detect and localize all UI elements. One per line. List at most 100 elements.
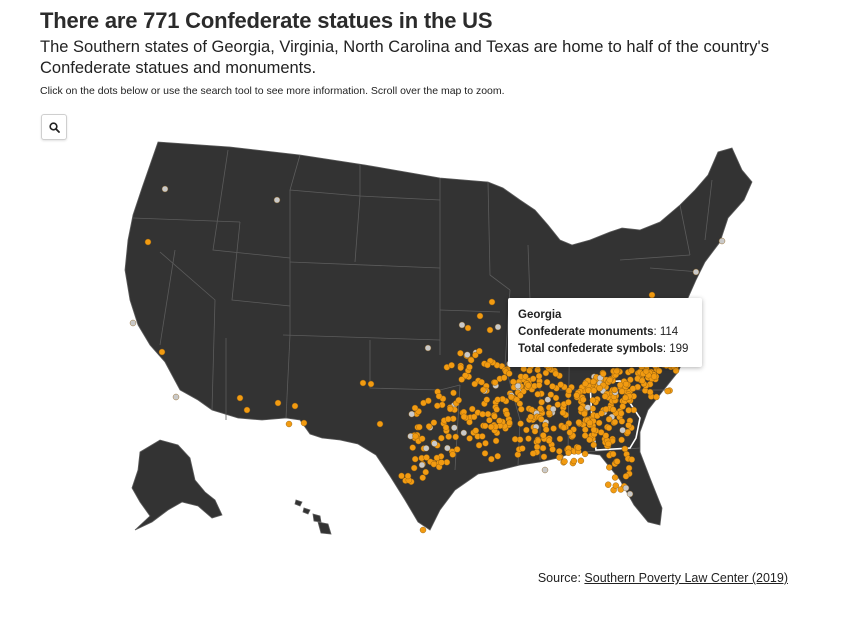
monument-marker[interactable] <box>575 444 582 451</box>
monument-marker[interactable] <box>501 374 508 381</box>
monument-marker[interactable] <box>398 472 405 480</box>
monument-marker[interactable] <box>408 410 415 418</box>
monument-marker[interactable] <box>158 348 166 356</box>
monument-marker[interactable] <box>471 380 478 388</box>
monument-marker[interactable] <box>411 404 419 412</box>
monument-marker[interactable] <box>416 423 423 431</box>
monument-marker[interactable] <box>556 454 563 461</box>
monument-marker[interactable] <box>486 326 494 334</box>
monument-marker[interactable] <box>581 450 589 458</box>
monument-marker[interactable] <box>508 393 515 401</box>
monument-marker[interactable] <box>589 397 596 404</box>
monument-marker[interactable] <box>582 380 589 387</box>
monument-marker[interactable] <box>404 472 412 480</box>
monument-marker[interactable] <box>534 391 541 398</box>
monument-marker[interactable] <box>545 437 553 444</box>
monument-marker[interactable] <box>422 468 429 476</box>
monument-marker[interactable] <box>610 450 617 458</box>
monument-marker[interactable] <box>577 405 585 412</box>
monument-marker[interactable] <box>550 405 557 413</box>
monument-marker[interactable] <box>418 461 426 469</box>
monument-marker[interactable] <box>611 386 618 393</box>
monument-marker[interactable] <box>552 394 560 402</box>
monument-marker[interactable] <box>527 413 534 421</box>
monument-marker[interactable] <box>511 436 519 443</box>
monument-marker[interactable] <box>450 389 457 397</box>
monument-marker[interactable] <box>622 473 630 480</box>
monument-marker[interactable] <box>627 376 634 383</box>
monument-marker[interactable] <box>625 464 633 472</box>
monument-marker[interactable] <box>629 385 637 392</box>
monument-marker[interactable] <box>359 379 367 387</box>
monument-marker[interactable] <box>556 435 564 443</box>
monument-marker[interactable] <box>460 413 468 420</box>
monument-marker[interactable] <box>488 455 495 463</box>
monument-marker[interactable] <box>419 526 427 534</box>
monument-marker[interactable] <box>471 413 478 421</box>
monument-marker[interactable] <box>556 448 563 455</box>
monument-marker[interactable] <box>598 410 605 417</box>
monument-marker[interactable] <box>647 388 654 396</box>
monument-marker[interactable] <box>549 446 556 453</box>
monument-marker[interactable] <box>458 376 465 383</box>
monument-marker[interactable] <box>457 350 464 357</box>
monument-marker[interactable] <box>488 298 496 306</box>
monument-marker[interactable] <box>409 444 416 451</box>
monument-marker[interactable] <box>619 427 626 434</box>
monument-marker[interactable] <box>626 490 634 498</box>
monument-marker[interactable] <box>530 375 537 382</box>
monument-marker[interactable] <box>480 386 487 394</box>
monument-marker[interactable] <box>476 312 484 320</box>
monument-marker[interactable] <box>625 407 632 414</box>
monument-marker[interactable] <box>628 456 635 463</box>
monument-marker[interactable] <box>243 406 251 414</box>
monument-marker[interactable] <box>529 450 537 457</box>
monument-marker[interactable] <box>486 417 493 424</box>
monument-marker[interactable] <box>423 454 430 461</box>
monument-marker[interactable] <box>514 451 521 458</box>
monument-marker[interactable] <box>543 426 550 433</box>
monument-marker[interactable] <box>493 406 500 413</box>
monument-marker[interactable] <box>600 370 607 377</box>
monument-marker[interactable] <box>503 411 511 418</box>
monument-marker[interactable] <box>492 437 500 445</box>
monument-marker[interactable] <box>534 437 542 444</box>
monument-marker[interactable] <box>540 432 547 439</box>
monument-marker[interactable] <box>514 382 522 390</box>
monument-marker[interactable] <box>590 426 598 433</box>
monument-marker[interactable] <box>412 433 419 440</box>
monument-marker[interactable] <box>590 441 597 449</box>
monument-marker[interactable] <box>565 449 572 456</box>
monument-marker[interactable] <box>560 424 568 431</box>
source-link[interactable]: Southern Poverty Law Center (2019) <box>584 571 788 585</box>
monument-marker[interactable] <box>602 432 610 439</box>
monument-marker[interactable] <box>431 440 438 447</box>
monument-marker[interactable] <box>445 433 452 440</box>
search-button[interactable] <box>41 114 67 140</box>
monument-marker[interactable] <box>452 433 459 441</box>
monument-marker[interactable] <box>412 455 419 463</box>
monument-marker[interactable] <box>596 419 603 427</box>
monument-marker[interactable] <box>601 393 609 400</box>
monument-marker[interactable] <box>481 450 489 457</box>
monument-marker[interactable] <box>425 397 432 404</box>
monument-marker[interactable] <box>605 481 612 488</box>
monument-marker[interactable] <box>484 361 491 369</box>
monument-marker[interactable] <box>236 394 244 402</box>
monument-marker[interactable] <box>540 453 548 460</box>
monument-marker[interactable] <box>483 396 490 403</box>
monument-marker[interactable] <box>606 376 613 384</box>
monument-marker[interactable] <box>419 435 426 442</box>
monument-marker[interactable] <box>491 379 499 386</box>
monument-marker[interactable] <box>411 464 418 472</box>
monument-marker[interactable] <box>570 457 578 465</box>
monument-marker[interactable] <box>618 388 626 395</box>
monument-marker[interactable] <box>516 400 523 407</box>
monument-marker[interactable] <box>621 445 629 453</box>
monument-marker[interactable] <box>639 377 646 384</box>
monument-marker[interactable] <box>510 378 517 386</box>
monument-marker[interactable] <box>622 394 629 401</box>
monument-marker[interactable] <box>618 418 626 425</box>
monument-marker[interactable] <box>528 406 535 413</box>
